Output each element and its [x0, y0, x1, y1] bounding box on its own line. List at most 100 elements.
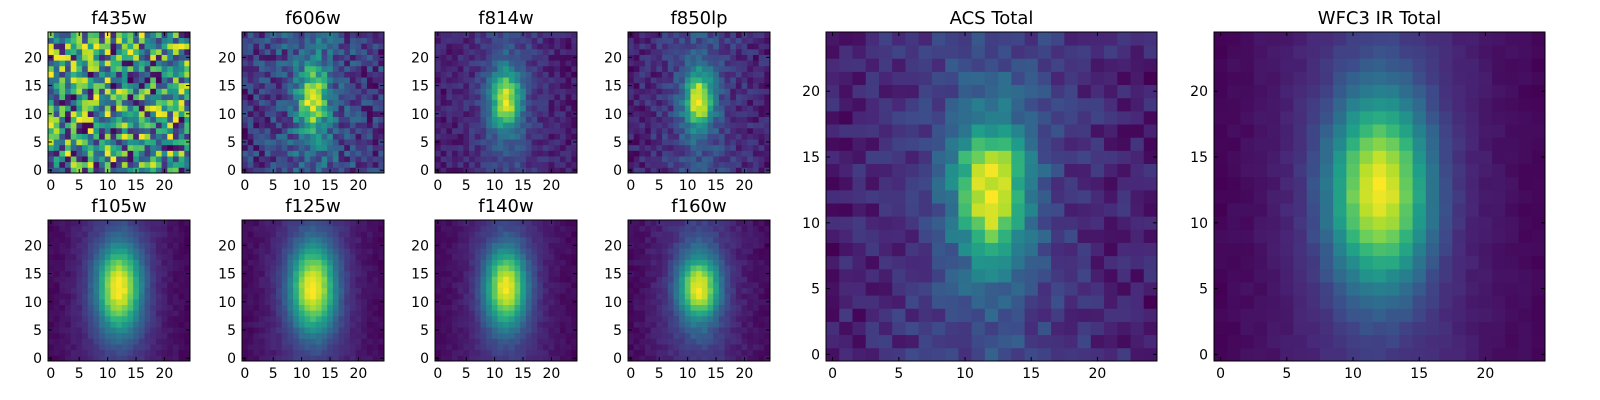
heatmap-cell — [247, 88, 254, 95]
heatmap-cell — [110, 144, 117, 151]
heatmap-cell — [87, 253, 94, 260]
heatmap-cell — [178, 127, 185, 134]
heatmap-cell — [366, 71, 374, 78]
heatmap-cell — [110, 338, 117, 345]
heatmap-cell — [338, 167, 345, 174]
heatmap-cell — [735, 167, 742, 174]
heatmap-cell — [452, 332, 459, 339]
heatmap-cell — [144, 276, 151, 283]
heatmap-cell — [752, 161, 760, 168]
heatmap-cell — [270, 298, 277, 305]
heatmap-cell — [133, 270, 140, 277]
heatmap-cell — [247, 150, 254, 157]
heatmap-cell — [247, 144, 254, 151]
heatmap-cell — [276, 344, 283, 351]
heatmap-cell — [276, 282, 283, 289]
heatmap-cell — [707, 344, 714, 351]
heatmap-cell — [474, 161, 481, 168]
heatmap-cell — [503, 276, 510, 283]
heatmap-cell — [696, 116, 703, 123]
heatmap-cell — [366, 60, 374, 67]
heatmap-cell — [452, 71, 459, 78]
heatmap-cell — [121, 225, 128, 232]
heatmap-cell — [764, 144, 771, 151]
heatmap-cell — [110, 99, 117, 106]
heatmap-cell — [150, 77, 157, 84]
heatmap-cell — [315, 287, 322, 294]
heatmap-cell — [542, 54, 549, 61]
heatmap-cell — [172, 110, 180, 117]
heatmap-cell — [480, 270, 487, 277]
heatmap-cell — [474, 276, 481, 283]
heatmap-cell — [758, 32, 765, 39]
heatmap-cell — [525, 60, 532, 67]
heatmap-cell — [730, 77, 737, 84]
heatmap-cell — [116, 156, 123, 163]
heatmap-cell — [82, 133, 89, 140]
heatmap-cell — [253, 338, 260, 345]
heatmap-cell — [724, 32, 731, 39]
heatmap-cell — [457, 110, 464, 117]
heatmap-cell — [82, 242, 89, 249]
heatmap-cell — [121, 167, 128, 174]
heatmap-cell — [514, 94, 521, 101]
heatmap-cell — [281, 282, 288, 289]
x-tick-label: 15 — [514, 366, 532, 382]
heatmap-cell — [93, 37, 100, 44]
heatmap-cell — [474, 105, 481, 112]
heatmap-cell — [93, 127, 100, 134]
heatmap-cell — [565, 99, 572, 106]
heatmap-cell — [435, 282, 442, 289]
heatmap-cell — [155, 110, 162, 117]
heatmap-cell — [633, 338, 640, 345]
heatmap-cell — [315, 37, 322, 44]
heatmap-cell — [537, 32, 544, 39]
heatmap-cell — [138, 127, 145, 134]
heatmap-cell — [730, 298, 737, 305]
heatmap-cell — [366, 327, 374, 334]
heatmap-cell — [679, 122, 686, 129]
heatmap-cell — [144, 344, 151, 351]
heatmap-cell — [161, 116, 168, 123]
heatmap-cell — [104, 54, 111, 61]
heatmap-cell — [480, 220, 487, 227]
heatmap-cell — [361, 253, 368, 260]
heatmap-cell — [730, 105, 737, 112]
heatmap-cell — [293, 304, 300, 311]
heatmap-cell — [304, 248, 311, 255]
heatmap-cell — [741, 71, 748, 78]
heatmap-cell — [503, 253, 510, 260]
heatmap-cell — [349, 161, 356, 168]
heatmap-cell — [304, 276, 311, 283]
heatmap-cell — [298, 77, 305, 84]
heatmap-cell — [480, 32, 487, 39]
heatmap-cell — [161, 105, 168, 112]
heatmap-cell — [565, 37, 572, 44]
heatmap-cell — [503, 88, 510, 95]
heatmap-cell — [662, 332, 669, 339]
heatmap-cell — [144, 338, 151, 345]
heatmap-cell — [293, 355, 300, 362]
heatmap-cell — [338, 116, 345, 123]
heatmap-cell — [338, 88, 345, 95]
heatmap-cell — [133, 161, 140, 168]
heatmap-cell — [514, 88, 521, 95]
heatmap-cell — [747, 99, 754, 106]
heatmap-cell — [270, 139, 277, 146]
heatmap-cell — [480, 139, 487, 146]
heatmap-cell — [735, 127, 742, 134]
heatmap-cell — [155, 54, 162, 61]
heatmap-cell — [372, 327, 379, 334]
heatmap-cell — [121, 282, 128, 289]
heatmap-cell — [298, 259, 305, 266]
heatmap-cell — [378, 127, 385, 134]
heatmap-cell — [452, 43, 459, 50]
heatmap-cell — [259, 253, 266, 260]
heatmap-cell — [503, 270, 510, 277]
heatmap-cell — [144, 304, 151, 311]
heatmap-cell — [155, 32, 162, 39]
heatmap-cell — [133, 236, 140, 243]
heatmap-cell — [366, 48, 374, 55]
heatmap-cell — [730, 110, 737, 117]
heatmap-cell — [667, 161, 674, 168]
